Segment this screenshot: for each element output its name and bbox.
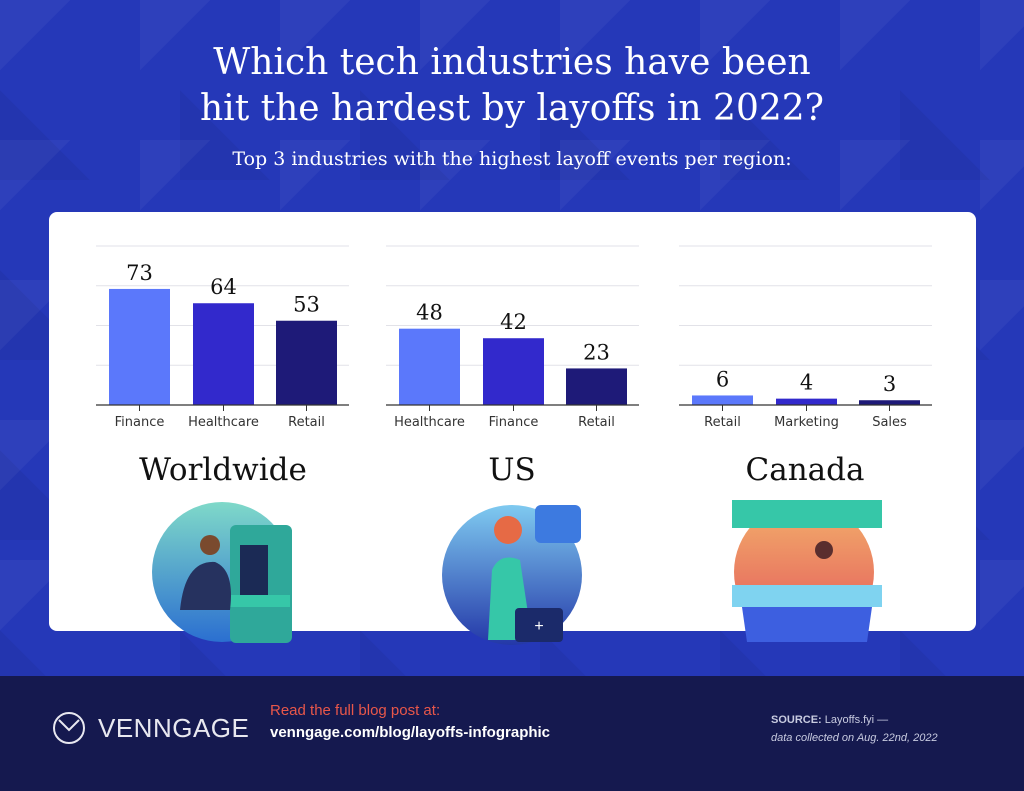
- bar-retail: [566, 368, 627, 405]
- bar-finance: [483, 338, 544, 405]
- source-note: SOURCE: Layoffs.fyi — data collected on …: [771, 714, 938, 744]
- read-more-label: Read the full blog post at:: [270, 702, 441, 719]
- data-label: 53: [293, 293, 320, 317]
- svg-text:+: +: [534, 618, 543, 635]
- page-subtitle: Top 3 industries with the highest layoff…: [232, 148, 792, 170]
- healthcare-worker-illustration: +: [442, 505, 582, 645]
- bar-sales: [859, 400, 920, 405]
- x-tick-label: Marketing: [774, 415, 839, 430]
- finance-worker-illustration: [152, 502, 292, 643]
- venngage-logo-icon: [53, 712, 85, 744]
- data-label: 4: [800, 371, 813, 395]
- x-tick-label: Sales: [872, 415, 907, 430]
- chart-worldwide: 73 Finance 64 Healthcare 53 Retail: [96, 245, 349, 430]
- bar-marketing: [776, 398, 837, 405]
- bar-finance: [109, 288, 170, 405]
- x-tick-label: Finance: [115, 415, 165, 430]
- data-label: 48: [416, 301, 443, 325]
- chart-canada: 6 Retail 4 Marketing 3 Sales: [679, 245, 932, 430]
- blog-link[interactable]: venngage.com/blog/layoffs-infographic: [270, 724, 551, 741]
- x-tick-label: Healthcare: [394, 415, 465, 430]
- x-tick-label: Finance: [489, 415, 539, 430]
- data-label: 6: [716, 367, 729, 391]
- region-title-worldwide: Worldwide: [139, 452, 307, 488]
- bar-retail: [276, 320, 337, 405]
- bar-retail: [692, 395, 753, 405]
- data-label: 64: [210, 275, 237, 299]
- retail-store-illustration: [732, 500, 882, 642]
- brand-name: VENNGAGE: [98, 712, 250, 743]
- data-label: 23: [583, 340, 610, 364]
- bar-healthcare: [399, 328, 460, 405]
- region-title-canada: Canada: [745, 452, 865, 488]
- x-tick-label: Retail: [704, 415, 741, 430]
- data-label: 73: [126, 261, 153, 285]
- footer: [0, 676, 1024, 791]
- venngage-logo[interactable]: VENNGAGE: [52, 711, 249, 745]
- page-title: Which tech industries have been hit the h…: [200, 42, 824, 129]
- x-tick-label: Retail: [578, 415, 615, 430]
- data-label: 42: [500, 310, 527, 334]
- data-label: 3: [883, 372, 896, 396]
- bar-healthcare: [193, 303, 254, 405]
- x-tick-label: Healthcare: [188, 415, 259, 430]
- x-tick-label: Retail: [288, 415, 325, 430]
- chart-us: 48 Healthcare 42 Finance 23 Retail: [386, 245, 639, 430]
- region-title-us: US: [488, 452, 536, 488]
